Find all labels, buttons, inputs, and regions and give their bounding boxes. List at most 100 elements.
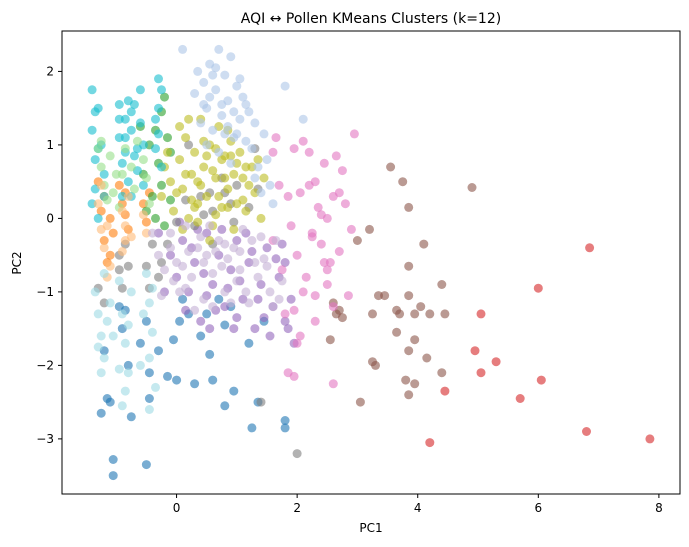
data-point: [96, 408, 106, 418]
data-point: [238, 224, 248, 234]
data-point: [144, 298, 154, 308]
data-point: [211, 247, 221, 256]
data-point: [232, 276, 242, 286]
data-point: [166, 228, 175, 238]
data-point: [244, 107, 254, 117]
data-point: [401, 375, 411, 385]
data-point: [114, 276, 124, 286]
data-point: [211, 63, 221, 73]
data-point: [241, 162, 251, 172]
data-point: [274, 180, 284, 190]
data-point: [114, 364, 124, 374]
data-point: [250, 258, 260, 267]
data-point: [123, 368, 133, 378]
data-point: [235, 74, 245, 84]
data-point: [226, 298, 236, 308]
data-point: [280, 423, 290, 433]
data-point: [476, 309, 486, 319]
data-point: [193, 66, 203, 76]
data-point: [187, 272, 197, 282]
data-point: [410, 379, 420, 389]
data-point: [154, 346, 163, 356]
y-tick-label: 0: [46, 211, 54, 225]
data-point: [319, 158, 329, 168]
data-point: [166, 243, 175, 253]
data-point: [247, 247, 257, 256]
data-point: [340, 199, 350, 209]
data-point: [172, 217, 182, 227]
data-point: [410, 309, 420, 319]
data-point: [144, 353, 154, 363]
data-point: [184, 114, 194, 124]
data-point: [135, 118, 145, 128]
data-point: [256, 232, 266, 242]
data-point: [90, 155, 100, 165]
data-point: [199, 258, 209, 267]
data-point: [229, 224, 239, 234]
data-point: [238, 92, 248, 102]
data-point: [280, 416, 290, 425]
data-point: [199, 210, 209, 220]
data-point: [120, 144, 130, 154]
data-point: [147, 327, 157, 337]
data-point: [398, 177, 408, 187]
plot-frame: [61, 30, 681, 495]
data-point: [238, 195, 248, 205]
data-point: [268, 199, 278, 209]
y-tick-label: −1: [36, 285, 54, 299]
data-point: [395, 309, 405, 319]
data-point: [244, 180, 254, 190]
data-point: [220, 401, 230, 411]
y-tick-label: −2: [36, 358, 54, 372]
data-point: [280, 316, 290, 326]
data-point: [582, 427, 591, 436]
data-point: [247, 423, 257, 433]
data-point: [244, 298, 254, 308]
data-point: [404, 261, 414, 271]
data-point: [147, 191, 157, 201]
data-point: [178, 261, 188, 271]
data-point: [196, 316, 206, 326]
data-point: [262, 261, 272, 271]
data-point: [102, 221, 112, 231]
data-point: [322, 265, 332, 275]
data-point: [355, 397, 365, 407]
data-point: [425, 309, 435, 319]
data-point: [144, 405, 154, 414]
data-point: [352, 236, 362, 245]
data-point: [295, 188, 305, 198]
data-point: [184, 213, 194, 223]
data-point: [157, 180, 166, 190]
data-point: [154, 74, 163, 84]
data-point: [422, 353, 432, 363]
data-point: [256, 280, 266, 289]
data-point: [235, 147, 245, 157]
data-point: [319, 258, 329, 267]
data-point: [93, 144, 103, 154]
data-point: [99, 353, 109, 363]
data-point: [163, 371, 172, 381]
data-point: [241, 136, 251, 146]
data-point: [259, 313, 269, 323]
data-point: [235, 265, 245, 275]
data-point: [190, 202, 200, 212]
data-point: [169, 335, 178, 345]
data-point: [169, 206, 178, 216]
data-point: [280, 309, 290, 319]
data-point: [138, 309, 148, 319]
data-point: [223, 202, 233, 212]
data-point: [220, 173, 230, 183]
data-point: [157, 85, 166, 95]
data-point: [235, 114, 245, 124]
data-point: [253, 155, 263, 165]
data-point: [157, 191, 166, 201]
data-point: [147, 228, 157, 238]
data-point: [199, 100, 209, 109]
data-point: [96, 368, 106, 378]
data-point: [190, 305, 200, 315]
data-point: [337, 166, 347, 176]
x-tick-label: 6: [534, 501, 542, 515]
data-point: [476, 368, 486, 378]
data-point: [93, 199, 103, 209]
data-point: [232, 313, 242, 323]
